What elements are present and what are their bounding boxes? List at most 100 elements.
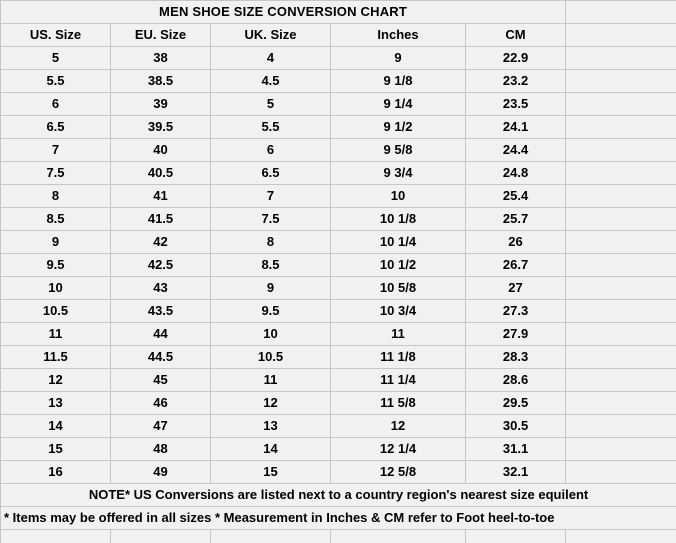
- cell-uk-size[interactable]: 8: [210, 230, 331, 254]
- cell-us-size[interactable]: 16: [0, 460, 111, 484]
- cell-uk-size[interactable]: 6: [210, 138, 331, 162]
- cell-uk-size[interactable]: 7: [210, 184, 331, 208]
- cell-us-size[interactable]: 10.5: [0, 299, 111, 323]
- column-header-uk-size[interactable]: UK. Size: [210, 23, 331, 47]
- cell-eu-size[interactable]: 39.5: [110, 115, 211, 139]
- cell-eu-size[interactable]: 38.5: [110, 69, 211, 93]
- cell-spacer[interactable]: [565, 115, 676, 139]
- column-header-cm[interactable]: CM: [464, 23, 567, 47]
- cell-cm[interactable]: 30.5: [464, 414, 567, 438]
- cell-us-size[interactable]: 6: [0, 92, 111, 116]
- cell-inches[interactable]: 10 5/8: [330, 276, 466, 300]
- cell-spacer[interactable]: [565, 368, 676, 392]
- cell-uk-size[interactable]: 9: [210, 276, 331, 300]
- cell-cm[interactable]: 24.8: [464, 161, 567, 185]
- cell-spacer[interactable]: [565, 345, 676, 369]
- cell-inches[interactable]: 9: [330, 46, 466, 70]
- cell-us-size[interactable]: 8.5: [0, 207, 111, 231]
- cell-uk-size[interactable]: 9.5: [210, 299, 331, 323]
- cell-inches[interactable]: 11 1/4: [330, 368, 466, 392]
- cell-spacer[interactable]: [565, 207, 676, 231]
- cell-inches[interactable]: 11 5/8: [330, 391, 466, 415]
- cell-cm[interactable]: 28.3: [464, 345, 567, 369]
- cell-eu-size[interactable]: 40: [110, 138, 211, 162]
- cell-eu-size[interactable]: 44: [110, 322, 211, 346]
- cell-cm[interactable]: 23.2: [464, 69, 567, 93]
- cell-cm[interactable]: 22.9: [464, 46, 567, 70]
- cell-spacer[interactable]: [565, 253, 676, 277]
- cell-cm[interactable]: 27: [464, 276, 567, 300]
- cell-inches[interactable]: 12 1/4: [330, 437, 466, 461]
- cell-eu-size[interactable]: 40.5: [110, 161, 211, 185]
- cell-eu-size[interactable]: 41.5: [110, 207, 211, 231]
- cell-uk-size[interactable]: 6.5: [210, 161, 331, 185]
- cell-us-size[interactable]: 11.5: [0, 345, 111, 369]
- cell-spacer[interactable]: [565, 460, 676, 484]
- cell-eu-size[interactable]: 47: [110, 414, 211, 438]
- cell-cm[interactable]: 27.3: [464, 299, 567, 323]
- partial-cell-4[interactable]: [330, 529, 466, 543]
- cell-eu-size[interactable]: 43.5: [110, 299, 211, 323]
- cell-cm[interactable]: 27.9: [464, 322, 567, 346]
- cell-inches[interactable]: 9 1/2: [330, 115, 466, 139]
- cell-us-size[interactable]: 13: [0, 391, 111, 415]
- cell-eu-size[interactable]: 41: [110, 184, 211, 208]
- cell-us-size[interactable]: 7.5: [0, 161, 111, 185]
- cell-uk-size[interactable]: 11: [210, 368, 331, 392]
- cell-uk-size[interactable]: 5.5: [210, 115, 331, 139]
- cell-us-size[interactable]: 11: [0, 322, 111, 346]
- cell-eu-size[interactable]: 48: [110, 437, 211, 461]
- cell-inches[interactable]: 10 1/8: [330, 207, 466, 231]
- cell-spacer[interactable]: [565, 138, 676, 162]
- cell-inches[interactable]: 10 1/4: [330, 230, 466, 254]
- cell-uk-size[interactable]: 5: [210, 92, 331, 116]
- cell-cm[interactable]: 24.1: [464, 115, 567, 139]
- cell-eu-size[interactable]: 39: [110, 92, 211, 116]
- cell-spacer[interactable]: [565, 161, 676, 185]
- partial-cell-6[interactable]: [565, 529, 676, 543]
- cell-inches[interactable]: 9 3/4: [330, 161, 466, 185]
- cell-spacer[interactable]: [565, 92, 676, 116]
- cell-eu-size[interactable]: 42: [110, 230, 211, 254]
- cell-spacer[interactable]: [565, 391, 676, 415]
- cell-cm[interactable]: 25.4: [464, 184, 567, 208]
- cell-spacer[interactable]: [565, 276, 676, 300]
- cell-cm[interactable]: 24.4: [464, 138, 567, 162]
- header-row-spacer-cell[interactable]: [565, 23, 676, 47]
- cell-spacer[interactable]: [565, 322, 676, 346]
- cell-us-size[interactable]: 10: [0, 276, 111, 300]
- cell-cm[interactable]: 25.7: [464, 207, 567, 231]
- cell-cm[interactable]: 32.1: [464, 460, 567, 484]
- cell-us-size[interactable]: 5: [0, 46, 111, 70]
- cell-uk-size[interactable]: 4.5: [210, 69, 331, 93]
- cell-uk-size[interactable]: 4: [210, 46, 331, 70]
- cell-inches[interactable]: 10: [330, 184, 466, 208]
- partial-cell-5[interactable]: [464, 529, 567, 543]
- cell-uk-size[interactable]: 10.5: [210, 345, 331, 369]
- partial-cell-3[interactable]: [210, 529, 331, 543]
- cell-us-size[interactable]: 5.5: [0, 69, 111, 93]
- cell-us-size[interactable]: 7: [0, 138, 111, 162]
- cell-spacer[interactable]: [565, 299, 676, 323]
- cell-spacer[interactable]: [565, 184, 676, 208]
- cell-uk-size[interactable]: 13: [210, 414, 331, 438]
- cell-inches[interactable]: 9 1/4: [330, 92, 466, 116]
- cell-spacer[interactable]: [565, 437, 676, 461]
- cell-cm[interactable]: 28.6: [464, 368, 567, 392]
- cell-spacer[interactable]: [565, 414, 676, 438]
- cell-uk-size[interactable]: 8.5: [210, 253, 331, 277]
- cell-inches[interactable]: 9 5/8: [330, 138, 466, 162]
- cell-inches[interactable]: 11: [330, 322, 466, 346]
- cell-us-size[interactable]: 15: [0, 437, 111, 461]
- cell-cm[interactable]: 26.7: [464, 253, 567, 277]
- cell-spacer[interactable]: [565, 69, 676, 93]
- cell-inches[interactable]: 9 1/8: [330, 69, 466, 93]
- cell-eu-size[interactable]: 43: [110, 276, 211, 300]
- cell-eu-size[interactable]: 45: [110, 368, 211, 392]
- cell-uk-size[interactable]: 15: [210, 460, 331, 484]
- cell-spacer[interactable]: [565, 230, 676, 254]
- column-header-inches[interactable]: Inches: [330, 23, 466, 47]
- cell-inches[interactable]: 12 5/8: [330, 460, 466, 484]
- cell-cm[interactable]: 31.1: [464, 437, 567, 461]
- partial-cell-1[interactable]: [0, 529, 111, 543]
